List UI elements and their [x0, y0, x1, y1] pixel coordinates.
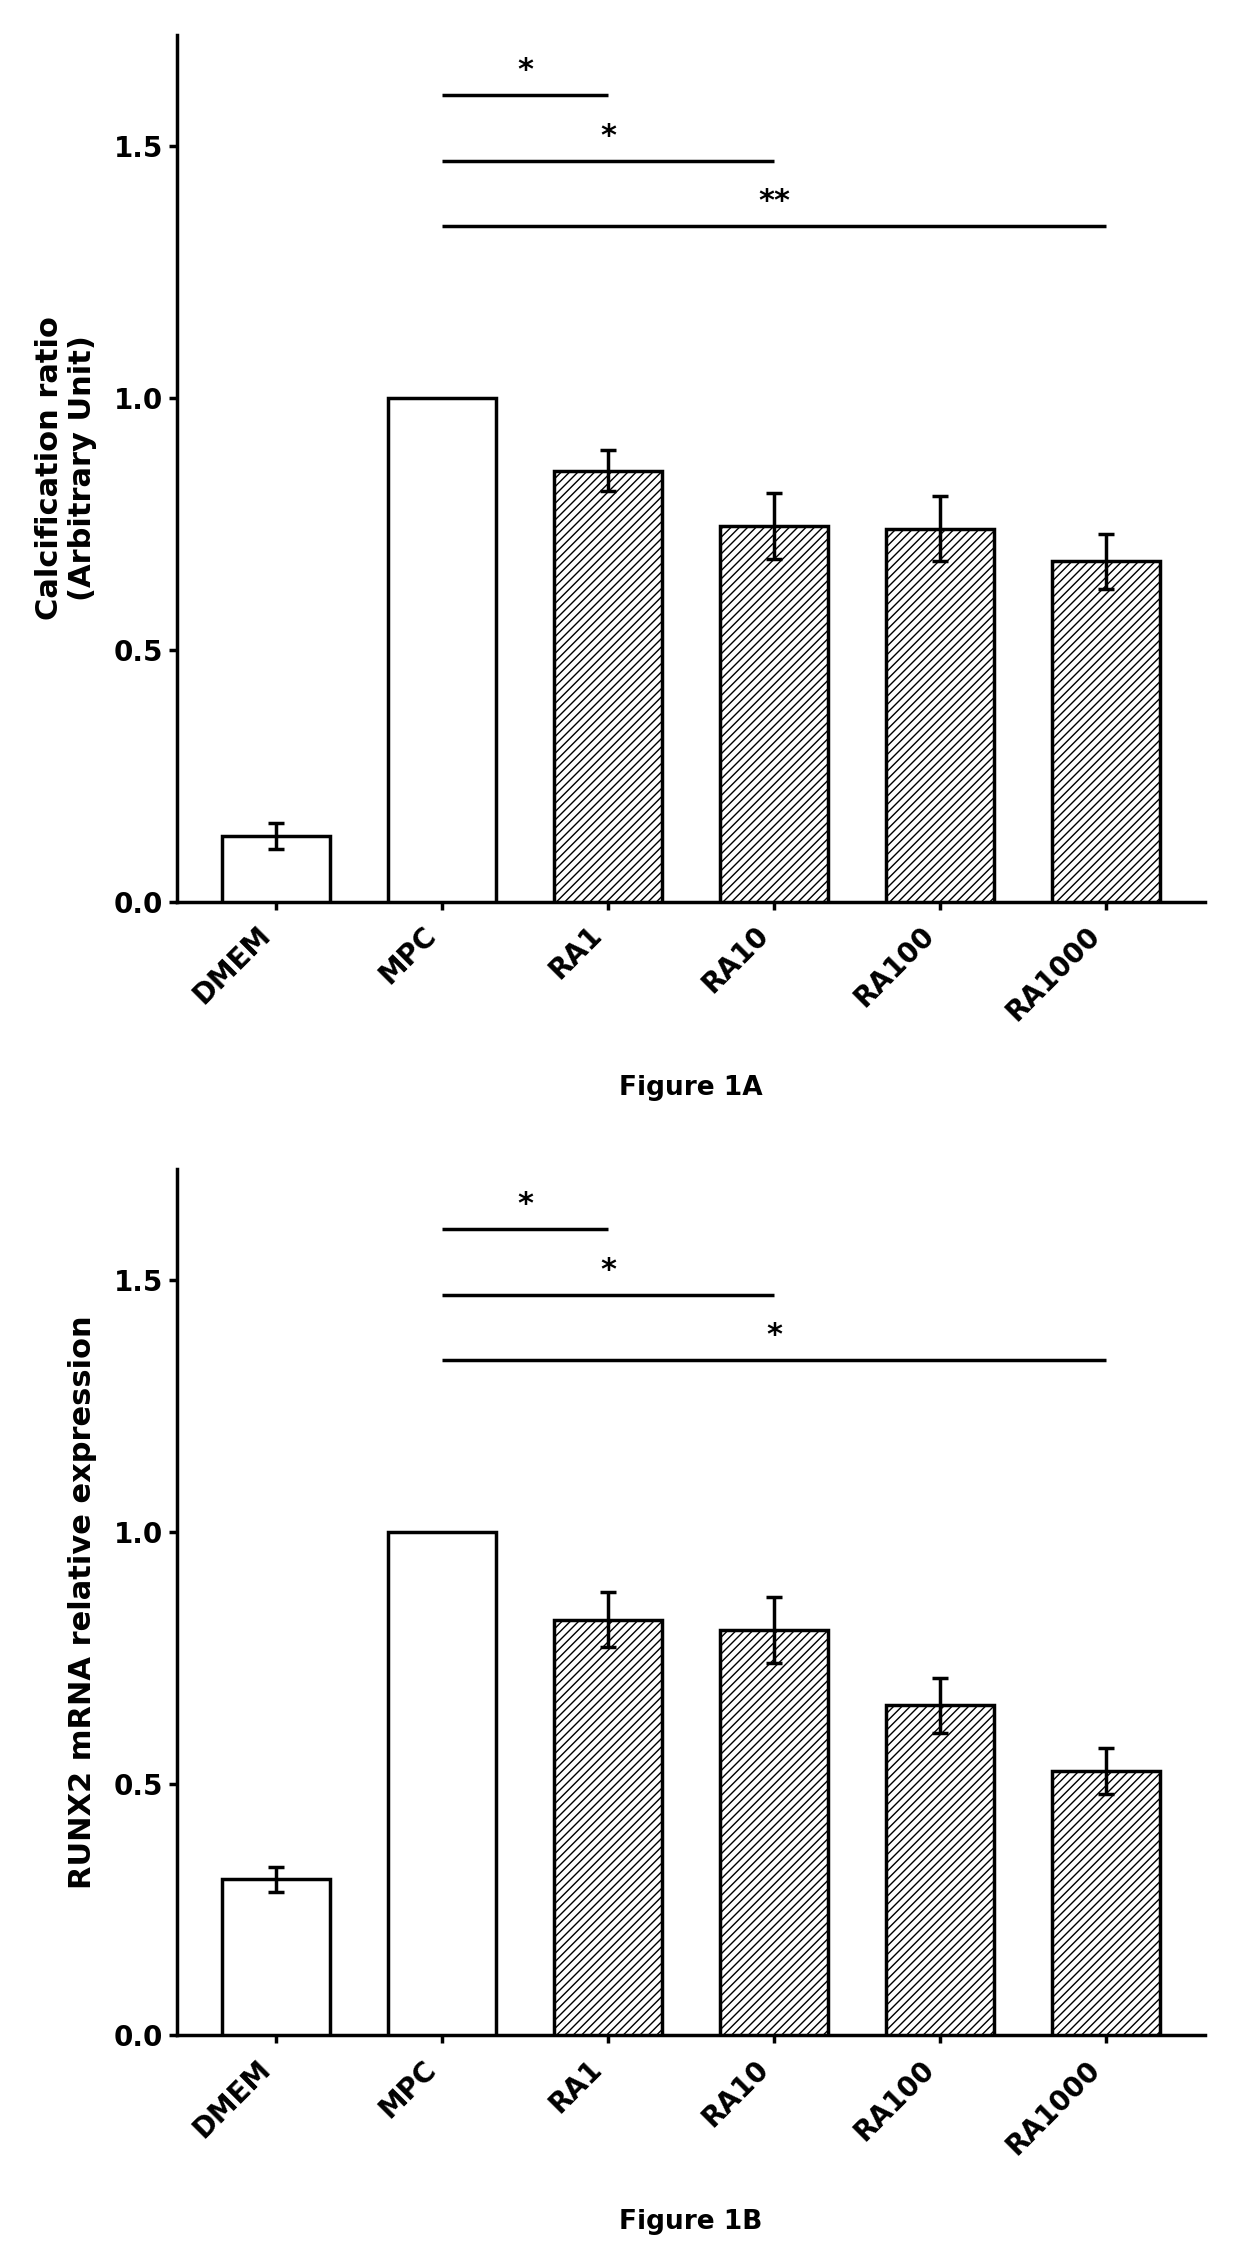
Text: *: * — [600, 122, 616, 151]
Text: *: * — [600, 1255, 616, 1285]
Bar — [885, 1706, 993, 2035]
Y-axis label: RUNX2 mRNA relative expression: RUNX2 mRNA relative expression — [68, 1316, 97, 1889]
Text: *: * — [517, 56, 533, 86]
Bar — [388, 397, 496, 902]
Text: Figure 1B: Figure 1B — [619, 2209, 763, 2236]
Bar — [1052, 561, 1159, 902]
Bar — [885, 530, 993, 902]
Text: **: ** — [758, 187, 790, 216]
Bar — [554, 471, 662, 902]
Bar — [222, 836, 330, 902]
Bar — [1052, 1772, 1159, 2035]
Bar — [720, 525, 828, 902]
Bar — [554, 1621, 662, 2035]
Y-axis label: Calcification ratio
(Arbitrary Unit): Calcification ratio (Arbitrary Unit) — [35, 316, 97, 620]
Bar — [222, 1880, 330, 2035]
Text: *: * — [766, 1321, 782, 1350]
Text: Figure 1A: Figure 1A — [619, 1075, 763, 1100]
Bar — [720, 1630, 828, 2035]
Text: *: * — [517, 1190, 533, 1219]
Bar — [388, 1530, 496, 2035]
